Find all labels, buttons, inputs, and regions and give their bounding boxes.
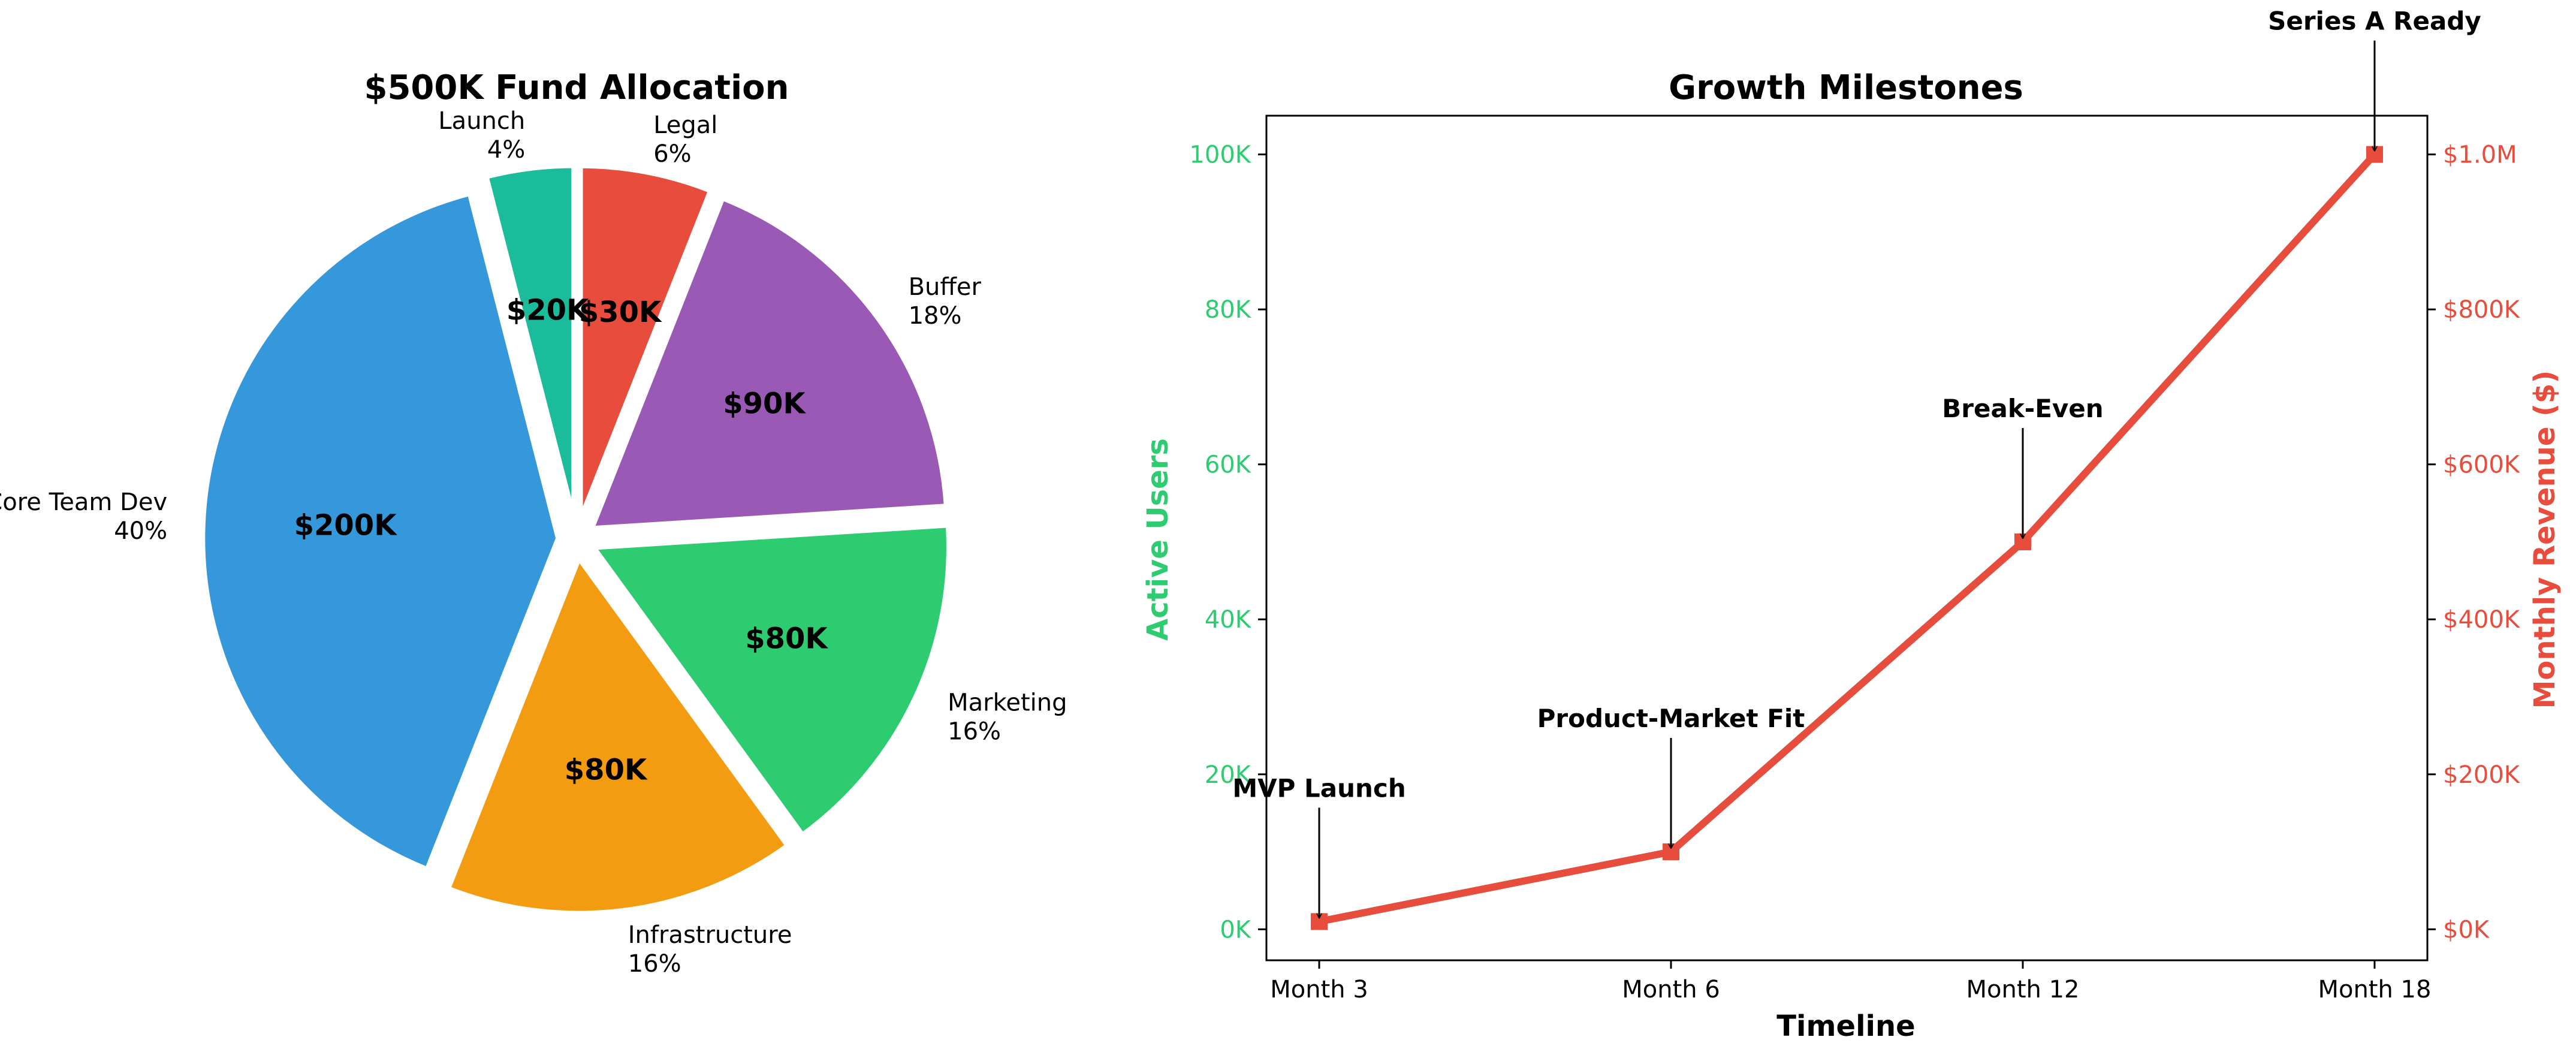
- pie-category-name: Launch: [438, 107, 525, 135]
- left-y-tick-label: 100K: [1189, 141, 1251, 169]
- pie-category-name: Legal: [653, 111, 717, 139]
- annotation-break-even: Break-Even: [1942, 394, 2103, 423]
- x-tick-label: Month 6: [1622, 976, 1720, 1003]
- pie-slices: [199, 162, 952, 917]
- left-y-tick-label: 0K: [1220, 916, 1251, 944]
- line-chart-series: [1311, 146, 2383, 930]
- right-y-tick-label: $200K: [2443, 761, 2521, 789]
- line-chart-annotations: MVP Launch Product-Market Fit Break-Even Se…: [1232, 7, 2481, 918]
- annotation-series-a-ready: Series A Ready: [2268, 7, 2481, 36]
- pie-category-name: Marketing: [948, 689, 1067, 716]
- pie-category-name: Infrastructure: [628, 921, 792, 949]
- pie-value-label: $90K: [723, 387, 806, 421]
- pie-category-percent: 18%: [909, 302, 962, 330]
- annotation-mvp-launch: MVP Launch: [1232, 773, 1405, 803]
- left-y-tick-label: 60K: [1205, 451, 1252, 479]
- left-y-tick-label: 20K: [1205, 761, 1252, 789]
- pie-slice-infrastructure: [444, 554, 792, 917]
- pie-labels: $20K Launch 4% $200K Core Team Dev 40% $80K Inf…: [0, 107, 1067, 978]
- x-tick-label: Month 3: [1270, 976, 1368, 1003]
- pie-chart-title: $500K Fund Allocation: [364, 68, 789, 107]
- pie-slice-launch: [482, 162, 578, 525]
- pie-category-name: Buffer: [909, 273, 982, 301]
- pie-slice-buffer: [588, 194, 950, 532]
- pie-category-label: Legal 6%: [653, 111, 717, 168]
- pie-value-label: $200K: [294, 509, 398, 542]
- pie-category-label: Launch 4%: [438, 107, 525, 164]
- pie-slice-core-team-dev: [199, 189, 562, 873]
- pie-category-percent: 40%: [114, 517, 167, 545]
- pie-slice-marketing: [589, 522, 952, 839]
- left-y-axis-label: Active Users: [1141, 438, 1175, 641]
- pie-category-label: Infrastructure 16%: [628, 921, 792, 978]
- right-y-tick-label: $0K: [2443, 916, 2490, 944]
- series-line-monthly-revenue: [1316, 150, 2378, 926]
- pie-value-label: $30K: [579, 296, 662, 329]
- line-chart-title: Growth Milestones: [1669, 68, 2023, 107]
- pie-slice-legal: [577, 162, 714, 525]
- annotation-product-market-fit: Product-Market Fit: [1537, 704, 1805, 733]
- line-chart-axes: Month 3 Month 6 Month 12 Month 18 0K 20K 40K 60…: [1189, 114, 2521, 1003]
- right-y-axis-label: Monthly Revenue ($): [2528, 370, 2562, 709]
- pie-category-percent: 16%: [628, 950, 681, 978]
- left-y-tick-label: 80K: [1205, 296, 1252, 324]
- x-tick-label: Month 12: [1966, 976, 2079, 1003]
- pie-value-label: $80K: [565, 753, 648, 787]
- left-y-tick-label: 40K: [1205, 606, 1252, 634]
- pie-category-label: Buffer 18%: [909, 273, 982, 330]
- fund-allocation-pie-chart: $500K Fund Allocation $20K Launch 4% $200K C…: [0, 68, 1067, 978]
- pie-category-label: Marketing 16%: [948, 689, 1067, 745]
- pie-category-percent: 16%: [948, 718, 1001, 745]
- pie-category-percent: 4%: [487, 136, 525, 164]
- pie-category-label: Core Team Dev 40%: [0, 489, 167, 545]
- plot-area-frame: [1265, 114, 2429, 961]
- growth-milestones-line-chart: Growth Milestones Month 3 Month 6 Month 12…: [1141, 7, 2562, 1043]
- pie-category-name: Core Team Dev: [0, 489, 167, 516]
- series-line-active-users: [1316, 150, 2378, 926]
- pie-value-label: $80K: [745, 622, 828, 656]
- right-y-tick-label: $400K: [2443, 606, 2521, 634]
- right-y-tick-label: $1.0M: [2443, 141, 2517, 169]
- pie-category-percent: 6%: [653, 140, 691, 168]
- x-tick-label: Month 18: [2318, 976, 2431, 1003]
- right-y-tick-label: $600K: [2443, 451, 2521, 479]
- pie-value-label: $20K: [506, 293, 590, 327]
- x-axis-label: Timeline: [1776, 1009, 1915, 1043]
- right-y-tick-label: $800K: [2443, 296, 2521, 324]
